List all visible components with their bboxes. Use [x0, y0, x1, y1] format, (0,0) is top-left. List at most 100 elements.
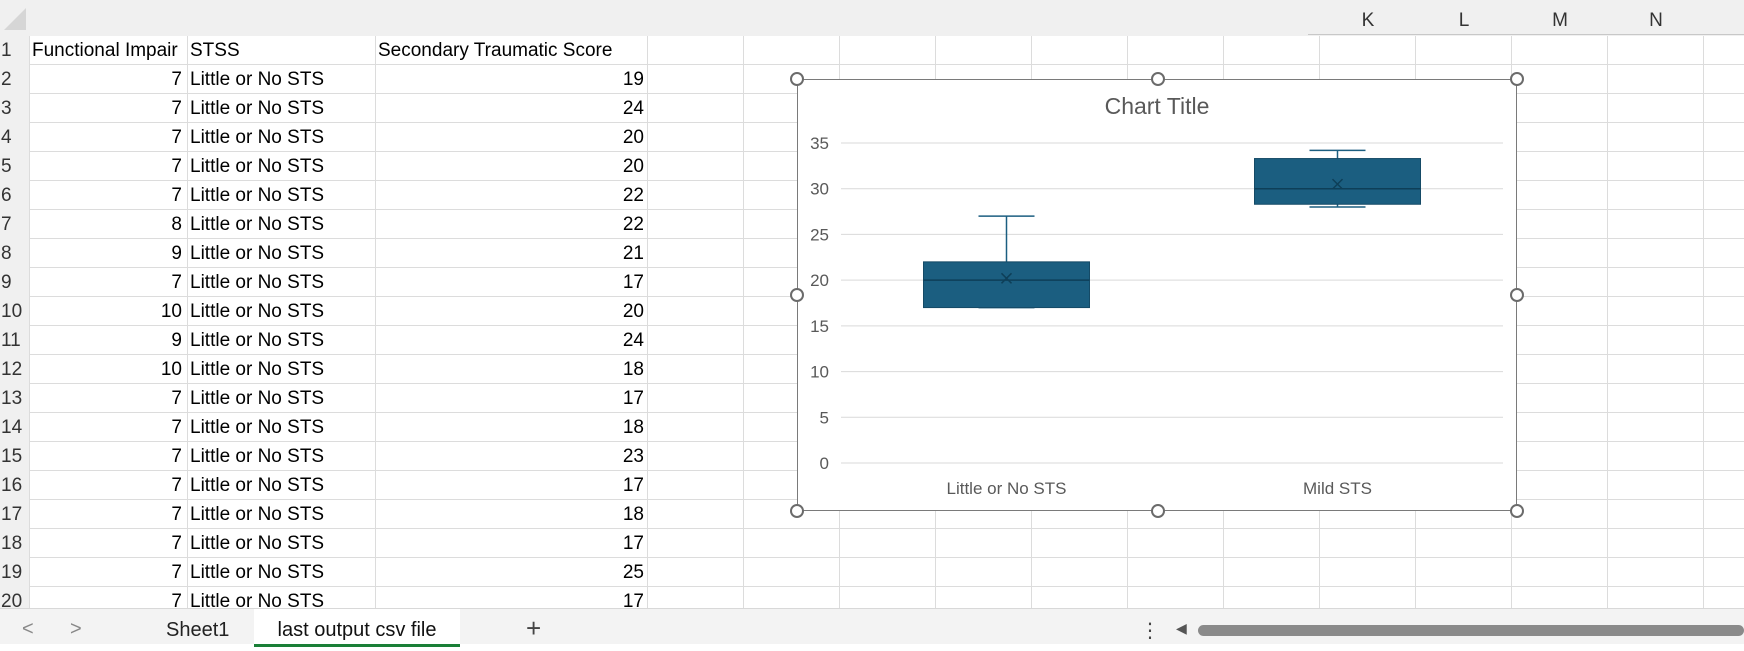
cell-score-value[interactable]: 25	[622, 562, 644, 583]
cell-score-value[interactable]: 20	[622, 156, 644, 177]
cell-score-value[interactable]: 17	[622, 475, 644, 496]
cell-score-value[interactable]: 22	[622, 214, 644, 235]
row-header[interactable]: 8	[1, 243, 12, 264]
cell-stss[interactable]: Little or No STS	[190, 156, 325, 177]
cell-stss[interactable]: Little or No STS	[190, 446, 325, 467]
cell-score-value[interactable]: 17	[622, 591, 644, 612]
cell-functional-impair[interactable]: 8	[171, 214, 182, 235]
resize-handle-top[interactable]	[1151, 72, 1165, 86]
cell-functional-impair[interactable]: 7	[171, 388, 182, 409]
cell-score-value[interactable]: 18	[622, 504, 644, 525]
cell-functional-impair[interactable]: 7	[171, 446, 182, 467]
row-header[interactable]: 13	[1, 388, 23, 409]
cell-stss[interactable]: Little or No STS	[190, 98, 325, 119]
cell-stss[interactable]: Little or No STS	[190, 301, 325, 322]
row-header[interactable]: 16	[1, 475, 23, 496]
row-header[interactable]: 17	[1, 504, 23, 525]
cell-stss[interactable]: Little or No STS	[190, 127, 325, 148]
cell-functional-impair[interactable]: 9	[171, 243, 182, 264]
cell-functional-impair[interactable]: 7	[171, 69, 182, 90]
row-header[interactable]: 10	[1, 301, 23, 322]
column-header-m[interactable]: M	[1552, 10, 1568, 31]
cell-score-value[interactable]: 19	[622, 69, 644, 90]
box-plot-chart[interactable]: Chart Title 0 5 10 15 20 25 30 35 Little or No S…	[797, 79, 1517, 511]
cell-stss[interactable]: STSS	[190, 40, 240, 61]
resize-handle-right[interactable]	[1510, 288, 1524, 302]
cell-functional-impair[interactable]: 7	[171, 127, 182, 148]
cell-stss[interactable]: Little or No STS	[190, 504, 325, 525]
row-header[interactable]: 2	[1, 69, 12, 90]
cell-stss[interactable]: Little or No STS	[190, 533, 325, 554]
resize-handle-bottom-left[interactable]	[790, 504, 804, 518]
cell-stss[interactable]: Little or No STS	[190, 475, 325, 496]
more-vertical-icon[interactable]: ⋮	[1140, 620, 1160, 642]
column-header-n[interactable]: N	[1649, 10, 1663, 31]
row-header[interactable]: 7	[1, 214, 12, 235]
resize-handle-bottom-right[interactable]	[1510, 504, 1524, 518]
cell-functional-impair[interactable]: 7	[171, 591, 182, 612]
cell-stss[interactable]: Little or No STS	[190, 214, 325, 235]
cell-functional-impair[interactable]: 10	[160, 359, 182, 380]
cell-functional-impair[interactable]: 7	[171, 562, 182, 583]
chevron-right-icon[interactable]: >	[70, 618, 82, 640]
select-all-button[interactable]	[4, 8, 26, 30]
row-header[interactable]: 4	[1, 127, 12, 148]
cell-functional-impair[interactable]: 7	[171, 417, 182, 438]
plus-icon[interactable]: +	[526, 613, 542, 643]
cell-stss[interactable]: Little or No STS	[190, 272, 325, 293]
cell-score-value[interactable]: 22	[622, 185, 644, 206]
cell-functional-impair[interactable]: 9	[171, 330, 182, 351]
cell-score-value[interactable]: 17	[622, 388, 644, 409]
row-header[interactable]: 14	[1, 417, 23, 438]
row-header[interactable]: 18	[1, 533, 23, 554]
row-header[interactable]: 11	[1, 330, 21, 351]
cell-stss[interactable]: Little or No STS	[190, 243, 325, 264]
cell-stss[interactable]: Little or No STS	[190, 185, 325, 206]
chevron-left-icon[interactable]: <	[22, 618, 34, 640]
resize-handle-left[interactable]	[790, 288, 804, 302]
row-header[interactable]: 1	[1, 40, 12, 61]
cell-score-value[interactable]: 18	[622, 359, 644, 380]
cell-score-value[interactable]: 17	[622, 533, 644, 554]
cell-score-value[interactable]: 17	[622, 272, 644, 293]
cell-functional-impair[interactable]: 7	[171, 504, 182, 525]
cell-score-value[interactable]: 18	[622, 417, 644, 438]
cell-stss[interactable]: Little or No STS	[190, 417, 325, 438]
cell-stss[interactable]: Little or No STS	[190, 388, 325, 409]
row-header[interactable]: 5	[1, 156, 12, 177]
column-header-k[interactable]: K	[1361, 10, 1375, 31]
cell-functional-impair[interactable]: 7	[171, 475, 182, 496]
row-header[interactable]: 3	[1, 98, 12, 119]
cell-score-value[interactable]: 21	[622, 243, 644, 264]
row-header[interactable]: 20	[1, 591, 23, 612]
scroll-left-icon[interactable]: ◀	[1176, 620, 1187, 636]
horizontal-scrollbar[interactable]	[1198, 625, 1744, 636]
cell-score-value[interactable]: 20	[622, 127, 644, 148]
cell-secondary-traumatic-score[interactable]: Secondary Traumatic Score	[378, 40, 613, 61]
column-header-l[interactable]: L	[1458, 10, 1470, 31]
row-header[interactable]: 6	[1, 185, 12, 206]
resize-handle-bottom[interactable]	[1151, 504, 1165, 518]
cell-score-value[interactable]: 20	[622, 301, 644, 322]
chart-title[interactable]: Chart Title	[1105, 93, 1210, 119]
cell-stss[interactable]: Little or No STS	[190, 330, 325, 351]
cell-functional-impair[interactable]: 10	[160, 301, 182, 322]
cell-functional-impair[interactable]: 7	[171, 185, 182, 206]
cell-score-value[interactable]: 24	[622, 98, 644, 119]
cell-functional-impair[interactable]: 7	[171, 156, 182, 177]
cell-functional-impair[interactable]: 7	[171, 272, 182, 293]
cell-score-value[interactable]: 23	[622, 446, 644, 467]
cell-stss[interactable]: Little or No STS	[190, 591, 325, 612]
row-header[interactable]: 19	[1, 562, 23, 583]
cell-functional-impair[interactable]: 7	[171, 98, 182, 119]
resize-handle-top-left[interactable]	[790, 72, 804, 86]
cell-score-value[interactable]: 24	[622, 330, 644, 351]
row-header[interactable]: 9	[1, 272, 12, 293]
cell-functional-impair[interactable]: Functional Impair	[32, 40, 178, 61]
row-header[interactable]: 12	[1, 359, 23, 380]
cell-stss[interactable]: Little or No STS	[190, 359, 325, 380]
resize-handle-top-right[interactable]	[1510, 72, 1524, 86]
cell-stss[interactable]: Little or No STS	[190, 69, 325, 90]
cell-stss[interactable]: Little or No STS	[190, 562, 325, 583]
tab-sheet1[interactable]: Sheet1	[166, 619, 230, 641]
